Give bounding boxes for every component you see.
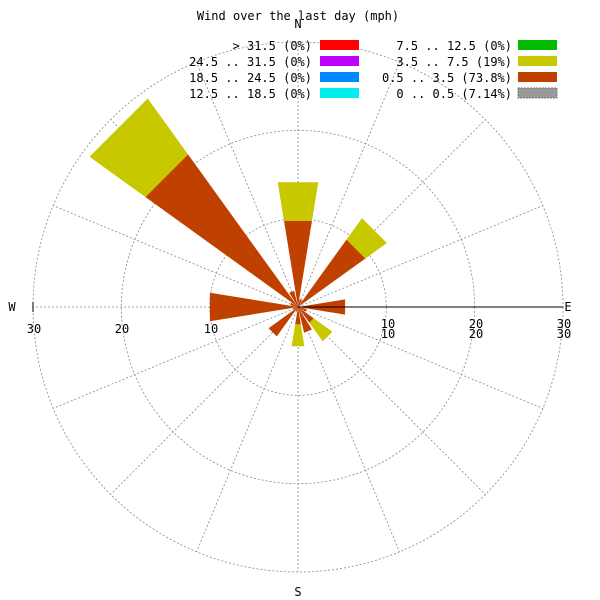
legend-swatch-0: [320, 40, 359, 50]
legend-swatch-1: [320, 56, 359, 66]
compass-south-label: S: [294, 585, 301, 599]
compass-north-label: N: [294, 17, 301, 31]
grid-spoke-13: [53, 205, 299, 308]
legend-label-2: 18.5 .. 24.5 (0%): [189, 71, 312, 85]
grid-spoke-1: [297, 62, 400, 308]
legend-swatch-3: [320, 88, 359, 98]
petal-segment-s0-d14: [145, 154, 298, 307]
grid-spoke-6: [297, 306, 486, 495]
grid-spoke-5: [297, 306, 543, 409]
petal-segment-s1-d8: [291, 324, 305, 347]
radial-tick-labels: 30 20 10 10 20 30 10 20 30: [27, 317, 571, 341]
legend-label-1: 24.5 .. 31.5 (0%): [189, 55, 312, 69]
tick-label-west-30: 30: [27, 322, 41, 336]
petal-segment-s1-d6: [309, 318, 333, 342]
legend-label-6: 0.5 .. 3.5 (73.8%): [382, 71, 512, 85]
petal-segment-s0-d7: [298, 307, 312, 333]
grid-spoke-15: [196, 62, 299, 308]
tick-label-east-30: 30: [557, 317, 571, 331]
tick-label-east-30-shadow: 30: [557, 327, 571, 341]
chart-title: Wind over the last day (mph): [197, 9, 399, 23]
legend-label-5: 3.5 .. 7.5 (19%): [396, 55, 512, 69]
petal-segment-s0-d11: [292, 307, 298, 310]
legend-swatch-5: [518, 56, 557, 66]
grid-spoke-3: [297, 205, 543, 308]
petal-segment-s0-d15: [289, 290, 298, 307]
petal-segment-s1-d2: [346, 218, 387, 259]
compass-west-label: W: [8, 300, 16, 314]
legend-label-7: 0 .. 0.5 (7.14%): [396, 87, 512, 101]
petal-segment-s0-d1: [298, 299, 303, 307]
petal-segment-s0-d13: [290, 302, 298, 307]
tick-label-east-10-shadow: 10: [381, 327, 395, 341]
legend-swatch-7: [517, 87, 558, 99]
tick-label-east-10: 10: [381, 317, 395, 331]
petal-segment-s0-d10: [268, 307, 298, 337]
petal-segment-s1-d0: [277, 182, 319, 221]
petal-segment-s1-d14: [89, 98, 188, 197]
tick-label-west-10: 10: [204, 322, 218, 336]
grid-spoke-11: [53, 306, 299, 409]
legend-swatch-6: [518, 72, 557, 82]
legend: > 31.5 (0%) 24.5 .. 31.5 (0%) 18.5 .. 24…: [189, 39, 558, 101]
petal-segment-s0-d5: [298, 307, 307, 312]
tick-label-east-20: 20: [469, 317, 483, 331]
petal-segment-s0-d6: [298, 307, 314, 323]
polar-grid: [32, 41, 564, 573]
petal-segment-s0-d0: [284, 220, 312, 307]
grid-spoke-9: [196, 306, 299, 552]
tick-label-west-20: 20: [115, 322, 129, 336]
legend-label-4: 7.5 .. 12.5 (0%): [396, 39, 512, 53]
legend-label-3: 12.5 .. 18.5 (0%): [189, 87, 312, 101]
tick-label-east-20-shadow: 20: [469, 327, 483, 341]
petal-segment-s0-d8: [295, 307, 301, 325]
petal-segment-s0-d2: [298, 239, 366, 307]
legend-label-0: > 31.5 (0%): [233, 39, 312, 53]
wind-petals: [89, 98, 387, 347]
compass-east-label: E: [564, 300, 571, 314]
legend-swatch-2: [320, 72, 359, 82]
petal-segment-s0-d9: [295, 307, 298, 312]
legend-swatch-4: [518, 40, 557, 50]
petal-segment-s0-d12: [209, 292, 298, 322]
grid-spoke-7: [297, 306, 400, 552]
grid-spoke-10: [110, 306, 299, 495]
